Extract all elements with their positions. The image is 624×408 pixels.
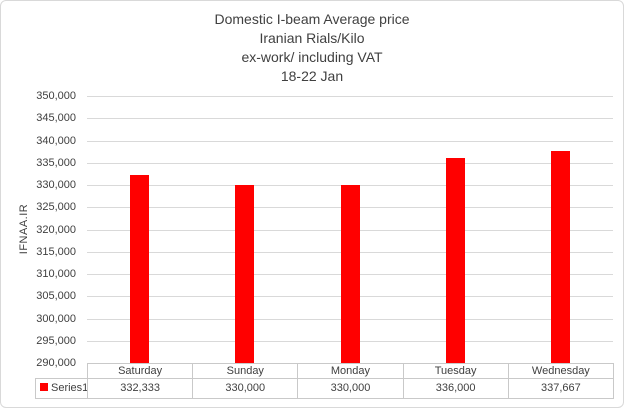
gridline: [87, 163, 613, 164]
legend-cell: Series1: [35, 378, 88, 399]
table-category-cell: Tuesday: [402, 363, 509, 379]
y-tick-label: 320,000: [36, 224, 76, 236]
y-tick-label: 295,000: [36, 335, 76, 347]
bar-sunday: [235, 185, 254, 363]
chart-title: Domestic I-beam Average price Iranian Ri…: [1, 10, 623, 86]
y-tick-label: 340,000: [36, 135, 76, 147]
y-tick-label: 330,000: [36, 179, 76, 191]
chart-title-line-1: Domestic I-beam Average price: [214, 11, 410, 27]
y-tick-label: 290,000: [36, 357, 76, 369]
table-category-cell: Wednesday: [507, 363, 615, 379]
table-value-cell: 336,000: [402, 378, 509, 399]
table-corner-blank: [36, 364, 88, 379]
bar-wednesday: [551, 151, 570, 363]
y-tick-label: 305,000: [36, 290, 76, 302]
table-value-cell: 330,000: [192, 378, 299, 399]
plot-area: [87, 96, 613, 363]
table-category-cell: Sunday: [192, 363, 299, 379]
table-category-cell: Saturday: [86, 363, 194, 379]
y-axis-tick-labels: 350,000 345,000 340,000 335,000 330,000 325,0…: [1, 90, 76, 369]
gridline: [87, 118, 613, 119]
gridline: [87, 141, 613, 142]
table-value-cell: 330,000: [297, 378, 404, 399]
y-tick-label: 350,000: [36, 90, 76, 102]
bar-monday: [341, 185, 360, 363]
table-value-cell: 332,333: [86, 378, 194, 399]
y-tick-label: 335,000: [36, 157, 76, 169]
chart-title-line-2: Iranian Rials/Kilo: [259, 30, 365, 46]
table-value-cell: 337,667: [507, 378, 615, 399]
legend-key-icon: [40, 383, 48, 392]
data-table-grid: Saturday Sunday Monday Tuesday Wednesday Seri…: [35, 363, 615, 399]
bar-saturday: [130, 175, 149, 363]
y-tick-label: 325,000: [36, 201, 76, 213]
chart-title-line-4: 18-22 Jan: [280, 68, 344, 84]
y-tick-label: 300,000: [36, 313, 76, 325]
gridline: [87, 96, 613, 97]
y-tick-label: 310,000: [36, 268, 76, 280]
table-category-cell: Monday: [297, 363, 404, 379]
legend-series-name: Series1: [51, 382, 88, 394]
data-table: Saturday Sunday Monday Tuesday Wednesday Seri…: [35, 363, 615, 399]
y-tick-label: 315,000: [36, 246, 76, 258]
chart-title-line-3: ex-work/ including VAT: [241, 49, 383, 65]
bar-tuesday: [446, 158, 465, 363]
y-tick-label: 345,000: [36, 112, 76, 124]
